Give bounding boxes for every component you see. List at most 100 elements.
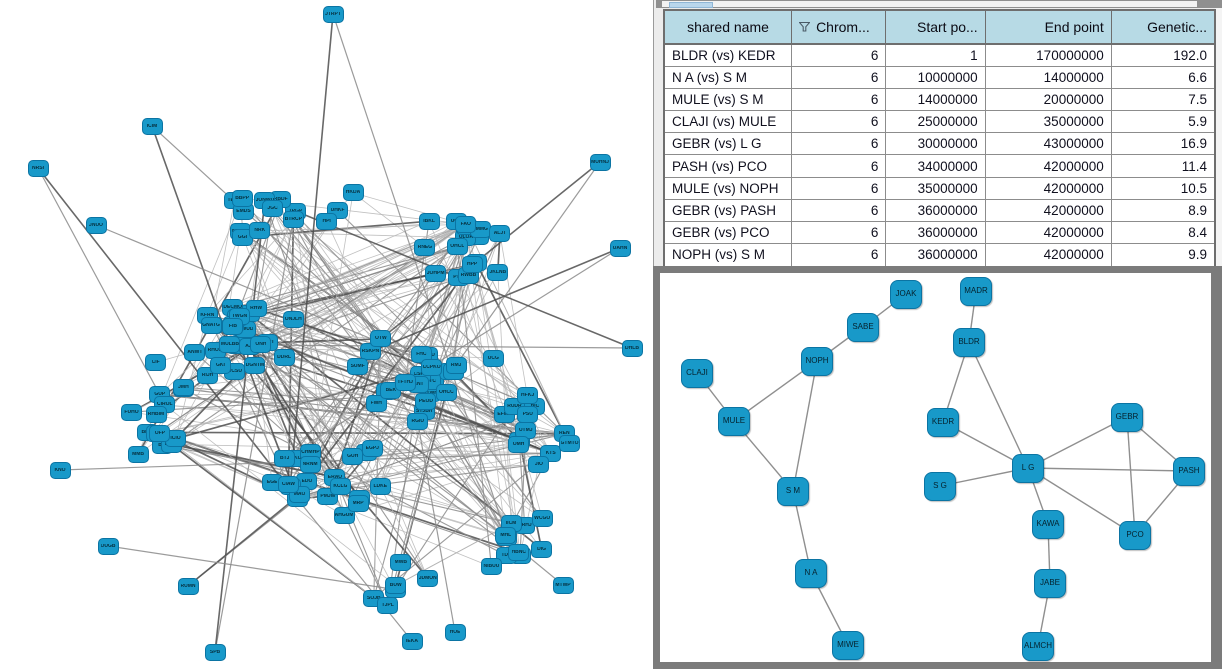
network-node[interactable]: JGC [262, 200, 284, 218]
column-header-sharedname[interactable]: shared name [665, 11, 793, 45]
network-node[interactable]: FIB [222, 317, 244, 335]
network-node[interactable]: NRSI [27, 159, 49, 177]
network-node[interactable]: ICIO [164, 430, 186, 448]
network-node[interactable]: BTRCP [282, 211, 304, 229]
subnetwork-edge[interactable] [968, 341, 1029, 469]
subnetwork-edge[interactable] [1027, 467, 1136, 536]
vertical-scroll-gutter[interactable] [1215, 8, 1222, 266]
network-node[interactable]: UTMJ [515, 421, 537, 439]
network-node[interactable]: MMB [127, 445, 149, 463]
network-node[interactable]: JOHPM [425, 265, 447, 283]
subnetwork-node-pco[interactable]: PCO [1119, 520, 1151, 550]
table-row[interactable]: GEBR (vs) PASH 6 36000000 42000000 8.9 [665, 199, 1214, 222]
network-node[interactable]: GNATG [200, 317, 222, 335]
subnetwork-edge[interactable] [1126, 416, 1136, 536]
network-node[interactable]: RHBIM [145, 405, 167, 423]
network-node[interactable]: GUH [342, 448, 364, 466]
network-node[interactable]: MTWP [552, 576, 574, 594]
subnetwork-node-almch[interactable]: ALMCH [1022, 631, 1054, 661]
network-node[interactable]: NIBUU [480, 558, 502, 576]
network-node[interactable]: CCPKO [421, 358, 443, 376]
network-node[interactable]: RSKPN [359, 343, 381, 361]
network-node[interactable]: JNUO [85, 216, 107, 234]
subnetwork-edge[interactable] [1027, 467, 1190, 472]
table-row[interactable]: N A (vs) S M 6 10000000 14000000 6.6 [665, 67, 1214, 90]
network-node[interactable]: HPP [461, 255, 483, 273]
network-node[interactable]: IBKL [418, 212, 440, 230]
network-node[interactable]: CIAW [277, 476, 299, 494]
network-node[interactable]: UCG [482, 349, 504, 367]
subnetwork-node-jabe[interactable]: JABE [1034, 568, 1066, 598]
network-node[interactable]: OUGB [97, 537, 119, 555]
network-node[interactable]: FAO [455, 215, 477, 233]
network-node[interactable]: RUMN [177, 577, 199, 595]
network-node[interactable]: ONJLH [282, 310, 304, 328]
horizontal-scrollbar[interactable] [656, 0, 1222, 8]
network-node[interactable]: ALJT [489, 225, 511, 243]
network-node[interactable]: NRK [249, 222, 271, 240]
network-node[interactable]: HBNC [508, 543, 530, 561]
network-node[interactable]: GKI [209, 356, 231, 374]
network-node[interactable]: JKLNB [487, 263, 509, 281]
table-row[interactable]: NOPH (vs) S M 6 36000000 42000000 9.9 [665, 243, 1214, 266]
network-node[interactable]: CIF [145, 353, 167, 371]
subnetwork-node-bldr[interactable]: BLDR [953, 327, 985, 357]
network-node[interactable]: LDKE [369, 478, 391, 496]
subnetwork-node-noph[interactable]: NOPH [801, 346, 833, 376]
network-node[interactable]: DDRL [273, 349, 295, 367]
network-node[interactable]: ONH [250, 336, 272, 354]
network-node[interactable]: SPB [204, 643, 226, 661]
network-node[interactable]: PEOD [415, 393, 437, 411]
network-node[interactable]: FUHO [121, 403, 143, 421]
network-node[interactable]: IEKA [401, 632, 423, 650]
subnetwork-node-sm[interactable]: S M [777, 476, 809, 506]
column-header-chrom[interactable]: Chrom... [792, 11, 887, 45]
subnetwork-edge[interactable] [1027, 416, 1128, 469]
network-node[interactable]: OHCC [435, 383, 457, 401]
network-node[interactable]: PSU [517, 406, 539, 424]
subnetwork-node-madr[interactable]: MADR [960, 276, 992, 306]
network-node[interactable]: JMH [172, 378, 194, 396]
table-row[interactable]: CLAJI (vs) MULE 6 25000000 35000000 5.9 [665, 111, 1214, 134]
column-header-startpo[interactable]: Start po... [886, 11, 986, 45]
subnetwork-edge[interactable] [792, 360, 818, 492]
subnetwork-node-claji[interactable]: CLAJI [681, 358, 713, 388]
subnetwork-node-pash[interactable]: PASH [1173, 456, 1205, 486]
network-node[interactable]: BBPP [231, 189, 253, 207]
subnetwork-node-na[interactable]: N A [795, 558, 827, 588]
network-node[interactable]: KCLG [329, 478, 351, 496]
network-node[interactable]: WCGO [531, 510, 553, 528]
subnetwork-node-sg[interactable]: S G [924, 471, 956, 501]
network-node[interactable]: HKDA [342, 184, 364, 202]
network-node[interactable]: ANWT [184, 344, 206, 362]
filter-icon[interactable] [799, 22, 811, 32]
network-node[interactable]: OTW [370, 330, 392, 348]
network-node[interactable]: KNO [49, 461, 71, 479]
network-node[interactable]: FWH [365, 394, 387, 412]
table-row[interactable]: PASH (vs) PCO 6 34000000 42000000 11.4 [665, 155, 1214, 178]
network-node[interactable]: OFP [149, 424, 171, 442]
subnetwork-node-mule[interactable]: MULE [718, 406, 750, 436]
network-node[interactable]: TFTHJ [394, 373, 416, 391]
network-node[interactable]: HOE [444, 623, 466, 641]
table-row[interactable]: GEBR (vs) PCO 6 36000000 42000000 8.4 [665, 221, 1214, 244]
network-node[interactable]: OHCL [446, 238, 468, 256]
network-node[interactable]: RNEG [414, 238, 436, 256]
network-node[interactable]: HPI [316, 212, 338, 230]
subnetwork-view[interactable]: JOAK MADR SABE BLDR NOPH CLAJI GEBR MULE KEDR L G… [660, 273, 1211, 662]
table-row[interactable]: BLDR (vs) KEDR 6 1 170000000 192.0 [665, 45, 1214, 68]
network-node[interactable]: OMH [508, 435, 530, 453]
network-node[interactable]: SUMF [347, 357, 369, 375]
network-node[interactable]: GTMTO [559, 435, 581, 453]
network-node[interactable]: MULBB [219, 336, 241, 354]
network-node[interactable]: EMDS [232, 203, 254, 221]
table-row[interactable]: MULE (vs) NOPH 6 35000000 42000000 10.5 [665, 177, 1214, 200]
subnetwork-node-kawa[interactable]: KAWA [1032, 509, 1064, 539]
scrollbar-track[interactable] [662, 1, 1197, 8]
main-network-view[interactable]: GJSDECMORHWDDRLWCSURHOARIJHKFRNENUPLJGUG… [0, 0, 652, 669]
subnetwork-node-sabe[interactable]: SABE [847, 312, 879, 342]
column-header-endpoint[interactable]: End point [985, 11, 1112, 45]
subnetwork-node-joak[interactable]: JOAK [890, 279, 922, 309]
subnetwork-node-lg[interactable]: L G [1012, 453, 1044, 483]
network-node[interactable]: NRNM [299, 455, 321, 473]
